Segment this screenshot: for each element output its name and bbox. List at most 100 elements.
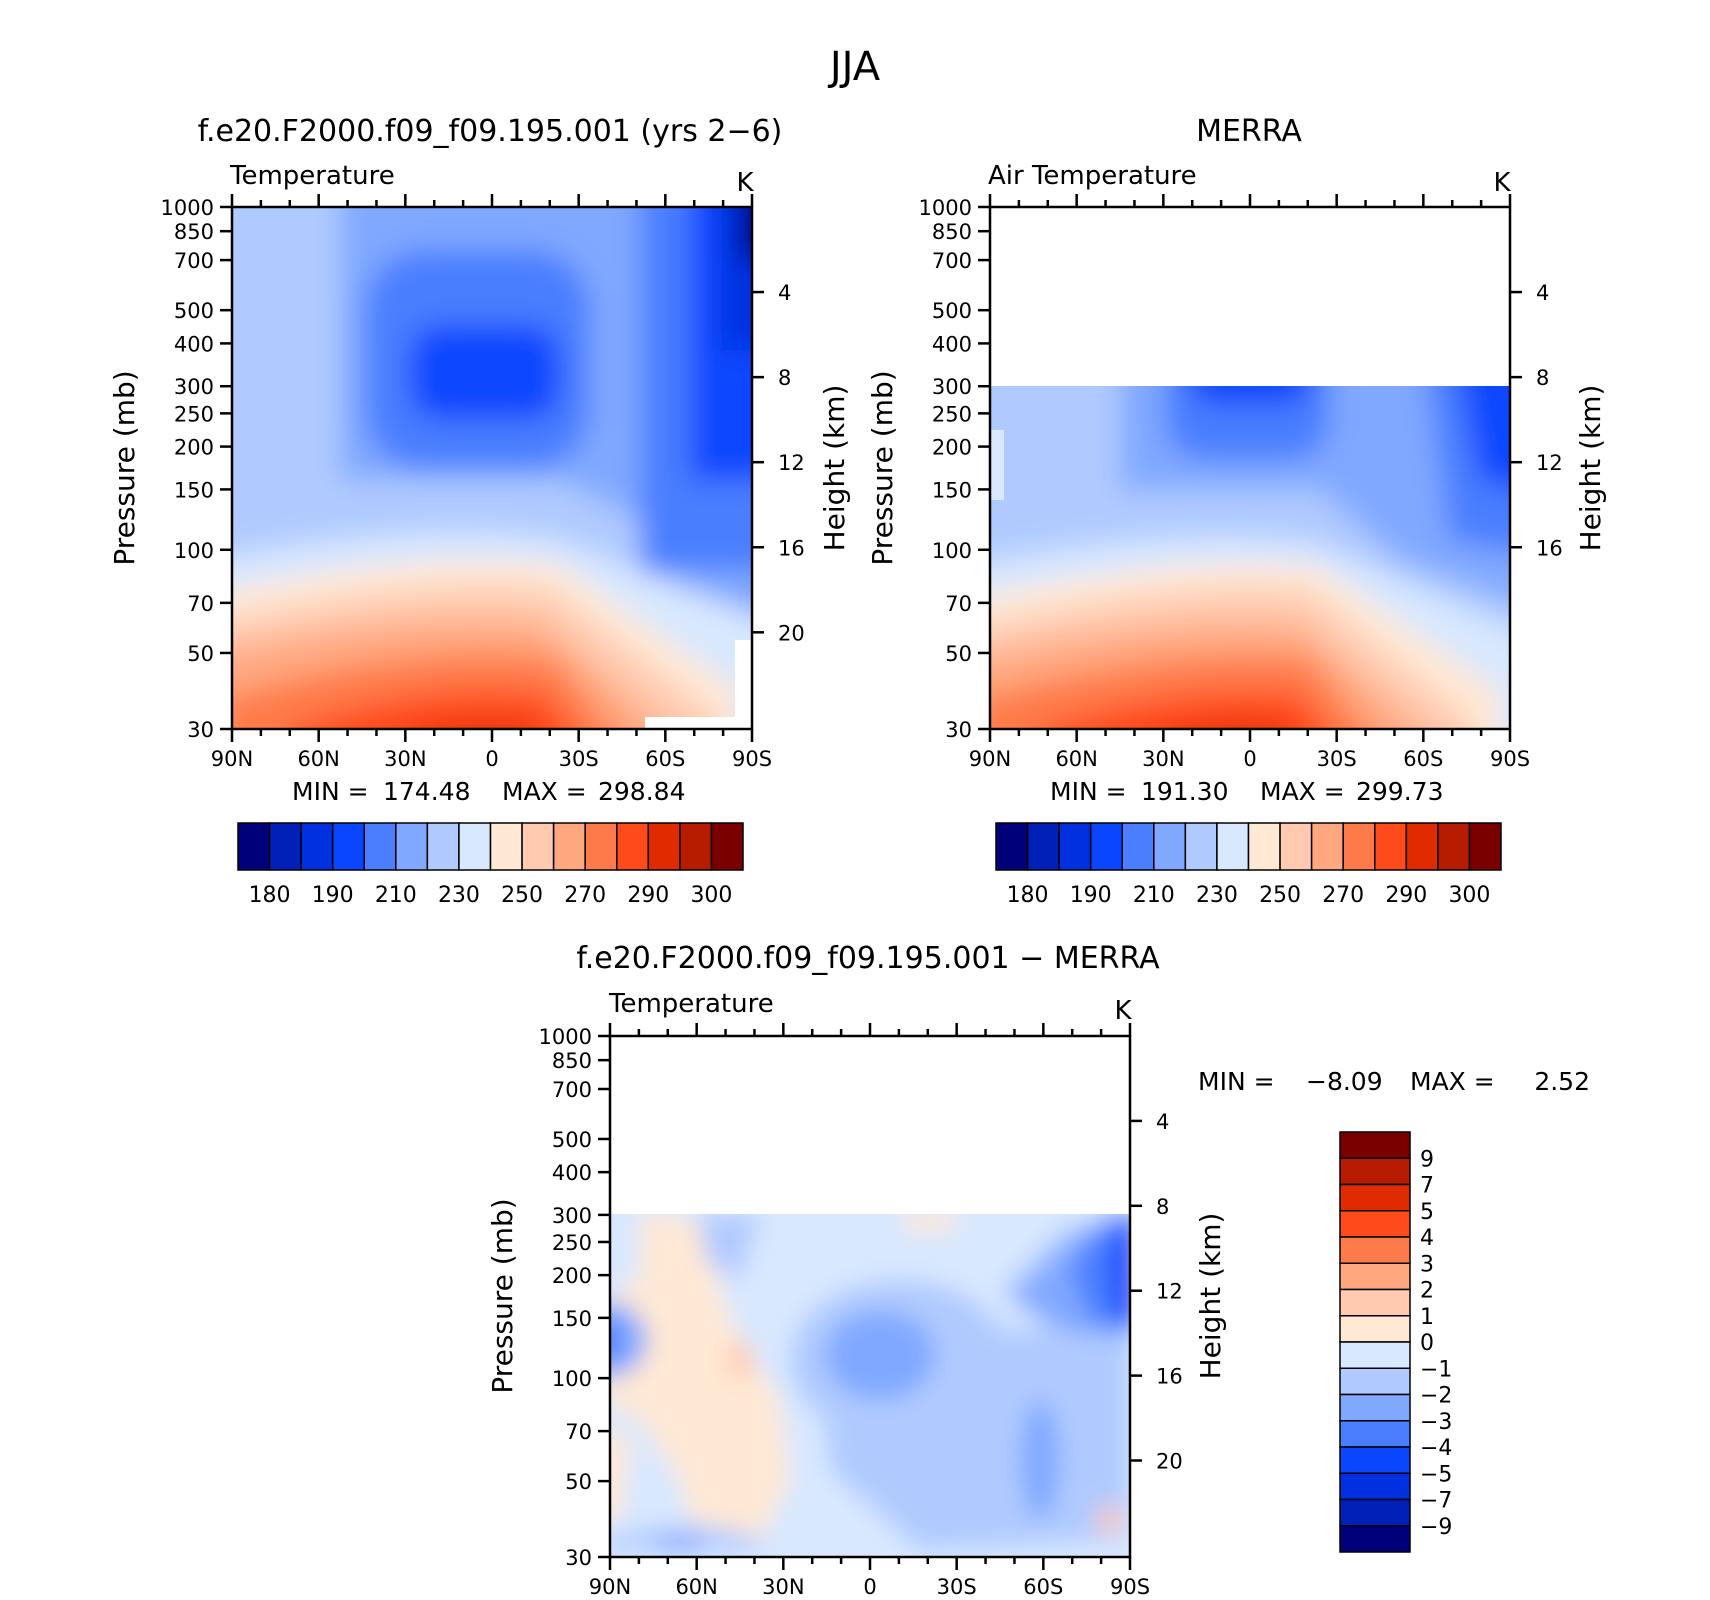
pressure-tick-label: 100 (932, 539, 972, 563)
panel-obs-title: MERRA (1196, 114, 1302, 149)
height-tick-label: 4 (778, 281, 791, 305)
pressure-tick-label: 400 (174, 332, 214, 356)
panel-obs-max-value: 299.73 (1356, 777, 1443, 806)
height-tick-label: 8 (1156, 1195, 1169, 1219)
panel-diff-max-label: MAX = (1410, 1067, 1495, 1096)
panel-diff-variable: Temperature (608, 989, 774, 1019)
panel-model-stats: MIN = 174.48 MAX = 298.84 (292, 777, 685, 806)
colorbar-label: −5 (1420, 1462, 1452, 1487)
colorbar-swatch (1339, 1131, 1411, 1159)
latitude-tick-label: 60N (1055, 747, 1097, 771)
colorbar-swatch (1339, 1262, 1411, 1291)
colorbar-label: 4 (1420, 1226, 1434, 1251)
colorbar-swatch (679, 822, 713, 871)
panel-model-field (232, 207, 752, 729)
latitude-tick-label: 60N (675, 1575, 717, 1599)
pressure-tick-label: 150 (552, 1307, 592, 1331)
height-tick-label: 12 (778, 451, 805, 475)
colorbar-swatch (395, 822, 429, 871)
colorbar-label: 270 (1322, 883, 1364, 908)
panel-obs-ylabel: Pressure (mb) (866, 370, 899, 565)
panel-model-max-value: 298.84 (598, 777, 685, 806)
pressure-tick-label: 30 (565, 1546, 592, 1570)
panel-obs-colorbar: 180 190 210 230 250 270 290 300 (995, 822, 1502, 908)
colorbar-swatch (1339, 1472, 1411, 1501)
colorbar-swatch (1026, 822, 1060, 871)
colorbar-swatch (300, 822, 334, 871)
panel-obs-min-value: 191.30 (1141, 777, 1228, 806)
pressure-tick-label: 70 (565, 1420, 592, 1444)
height-tick-label: 4 (1536, 281, 1549, 305)
height-tick-label: 12 (1536, 451, 1563, 475)
pressure-tick-label: 850 (174, 220, 214, 244)
panel-diff-y2label: Height (km) (1194, 1213, 1227, 1380)
colorbar-swatch (1339, 1315, 1411, 1343)
colorbar-swatch (1339, 1446, 1411, 1474)
colorbar-swatch (1437, 822, 1471, 871)
colorbar-swatch (584, 822, 618, 871)
colorbar-swatch (616, 822, 650, 871)
panel-obs-min-label: MIN = (1050, 777, 1127, 806)
colorbar-label: −2 (1420, 1384, 1452, 1409)
colorbar-label: 300 (690, 883, 732, 908)
colorbar-label: 190 (1070, 883, 1112, 908)
colorbar-label: −7 (1420, 1489, 1452, 1514)
latitude-tick-label: 90N (969, 747, 1011, 771)
latitude-tick-label: 30S (559, 747, 599, 771)
pressure-tick-label: 500 (552, 1128, 592, 1152)
colorbar-swatch (1153, 822, 1187, 871)
colorbar-swatch (1339, 1420, 1411, 1448)
colorbar-label: 290 (1385, 883, 1427, 908)
pressure-tick-label: 200 (932, 436, 972, 460)
panel-model-ylabel: Pressure (mb) (108, 370, 141, 565)
colorbar-label: 190 (312, 883, 354, 908)
colorbar-swatch (995, 822, 1029, 871)
panel-diff-ylabel: Pressure (mb) (486, 1198, 519, 1393)
panel-diff-units: K (1114, 996, 1132, 1026)
pressure-tick-label: 250 (552, 1231, 592, 1255)
panel-diff-min-label: MIN = (1198, 1067, 1275, 1096)
latitude-tick-label: 0 (485, 747, 498, 771)
pressure-tick-label: 70 (187, 592, 214, 616)
colorbar-label: 180 (1007, 883, 1049, 908)
height-tick-label: 8 (778, 366, 791, 390)
pressure-tick-label: 1000 (539, 1025, 592, 1049)
colorbar-swatch (1374, 822, 1408, 871)
colorbar-label: 250 (501, 883, 543, 908)
colorbar-label: 1 (1420, 1305, 1434, 1330)
height-tick-label: 16 (1156, 1365, 1183, 1389)
height-tick-label: 20 (1156, 1450, 1183, 1474)
panel-model: f.e20.F2000.f09_f09.195.001 (yrs 2−6) Te… (108, 114, 851, 908)
latitude-tick-label: 30S (1317, 747, 1357, 771)
colorbar-label: 250 (1259, 883, 1301, 908)
latitude-tick-label: 90N (589, 1575, 631, 1599)
latitude-tick-label: 90S (732, 747, 772, 771)
colorbar-swatch (1089, 822, 1123, 871)
colorbar-label: 290 (627, 883, 669, 908)
colorbar-swatch (1342, 822, 1376, 871)
colorbar-label: 210 (375, 883, 417, 908)
panel-model-axes: 305070100150200250300400500700850100090N… (161, 194, 805, 771)
colorbar-swatch (363, 822, 397, 871)
colorbar-swatch (710, 822, 744, 871)
pressure-tick-label: 50 (187, 642, 214, 666)
panel-model-min-label: MIN = (292, 777, 369, 806)
colorbar-label: 5 (1420, 1200, 1434, 1225)
latitude-tick-label: 30S (937, 1575, 977, 1599)
panel-model-variable: Temperature (229, 161, 395, 191)
colorbar-label: 7 (1420, 1174, 1434, 1199)
colorbar-swatch (552, 822, 586, 871)
latitude-tick-label: 60N (297, 747, 339, 771)
colorbar-swatch (489, 822, 523, 871)
colorbar-swatch (1339, 1393, 1411, 1422)
panel-model-max-label: MAX = (502, 777, 587, 806)
panel-model-units: K (736, 168, 754, 198)
figure-title: JJA (827, 44, 881, 90)
colorbar-swatch (1310, 822, 1344, 871)
colorbar-swatch (1339, 1288, 1411, 1317)
pressure-tick-label: 50 (565, 1470, 592, 1494)
colorbar-label: 210 (1133, 883, 1175, 908)
pressure-tick-label: 500 (932, 299, 972, 323)
